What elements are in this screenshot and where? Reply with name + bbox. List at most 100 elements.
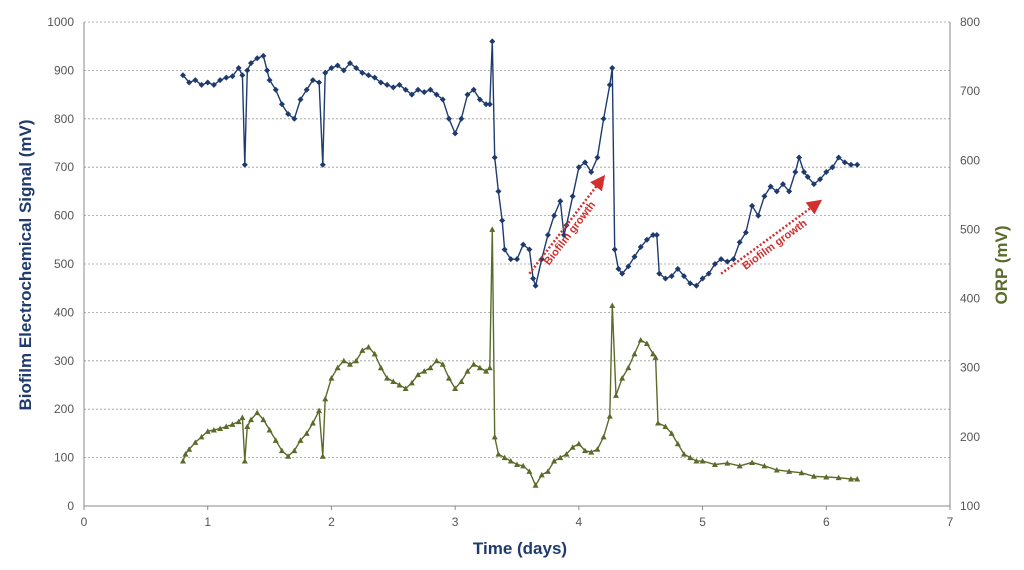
orp-point xyxy=(835,474,842,481)
orp-point xyxy=(699,458,706,464)
signal-point xyxy=(297,96,304,103)
signal-point xyxy=(244,67,251,74)
signal-point xyxy=(755,212,762,219)
x-tick-label: 2 xyxy=(328,515,335,529)
orp-point xyxy=(810,473,817,479)
growth-arrow xyxy=(720,199,823,275)
orp-point xyxy=(217,425,224,432)
y-left-tick-label: 200 xyxy=(54,402,74,416)
orp-point xyxy=(244,423,251,429)
orp-point xyxy=(569,444,576,450)
signal-point xyxy=(557,198,564,205)
signal-point xyxy=(433,91,440,98)
growth-arrow xyxy=(528,174,606,275)
orp-point xyxy=(223,423,230,429)
orp-point xyxy=(619,375,626,381)
signal-point xyxy=(650,231,657,238)
growth-annotation-label: Biofilm growth xyxy=(740,217,809,272)
orp-point xyxy=(761,462,768,469)
signal-point xyxy=(260,52,267,59)
y-left-tick-label: 100 xyxy=(54,451,74,465)
y-right-axis-title: ORP (mV) xyxy=(992,225,1011,304)
orp-point xyxy=(662,423,669,429)
y-right-tick-label: 800 xyxy=(960,15,980,29)
signal-point xyxy=(761,193,768,200)
orp-point xyxy=(278,447,285,454)
orp-point xyxy=(204,428,211,434)
signal-point xyxy=(229,73,236,80)
orp-point xyxy=(711,461,718,468)
signal-point xyxy=(285,110,292,117)
orp-point xyxy=(235,418,242,425)
signal-point xyxy=(611,246,618,253)
signal-point xyxy=(656,270,663,277)
orp-point xyxy=(652,354,659,360)
signal-point xyxy=(495,188,502,195)
gridlines xyxy=(84,21,950,459)
orp-series xyxy=(179,226,861,488)
orp-point xyxy=(526,468,533,474)
signal-point xyxy=(569,193,576,200)
orp-point xyxy=(328,375,335,381)
orp-point xyxy=(544,468,551,474)
orp-point xyxy=(371,350,378,357)
orp-point xyxy=(198,433,205,440)
signal-point xyxy=(396,81,403,88)
signal-point xyxy=(662,275,669,282)
orp-point xyxy=(575,440,582,447)
orp-point xyxy=(239,414,246,420)
orp-point xyxy=(609,302,616,308)
signal-point xyxy=(653,231,660,238)
signal-point xyxy=(526,246,533,253)
signal-point xyxy=(848,161,855,168)
x-axis-title: Time (days) xyxy=(473,539,567,558)
signal-point xyxy=(353,64,360,71)
orp-point xyxy=(427,364,434,371)
orp-point xyxy=(402,385,409,391)
signal-point xyxy=(278,101,285,108)
signal-point xyxy=(491,154,498,161)
signal-point xyxy=(693,282,700,289)
signal-point xyxy=(532,282,539,289)
x-tick-label: 5 xyxy=(699,515,706,529)
x-tick-label: 4 xyxy=(576,515,583,529)
orp-point xyxy=(254,409,261,416)
signal-point xyxy=(210,81,217,88)
signal-point xyxy=(439,96,446,103)
orp-point xyxy=(334,364,341,371)
orp-point xyxy=(491,433,498,440)
signal-point xyxy=(239,72,246,79)
signal-point xyxy=(408,91,415,98)
signal-point xyxy=(705,270,712,277)
orp-point xyxy=(340,357,347,364)
signal-point xyxy=(192,77,199,84)
signal-point xyxy=(724,258,731,265)
orp-point xyxy=(631,350,638,357)
orp-point xyxy=(650,350,657,357)
signal-point xyxy=(817,176,824,183)
orp-point xyxy=(606,413,613,419)
signal-point xyxy=(561,231,568,238)
y-right-tick-label: 200 xyxy=(960,430,980,444)
y-left-tick-label: 700 xyxy=(54,160,74,174)
orp-point xyxy=(266,426,273,433)
orp-point xyxy=(637,337,644,343)
signal-point xyxy=(421,89,428,96)
orp-point xyxy=(272,437,279,443)
orp-point xyxy=(489,226,496,232)
orp-point xyxy=(464,368,471,374)
orp-point xyxy=(248,416,255,423)
signal-point xyxy=(402,86,409,93)
orp-point xyxy=(693,458,700,464)
signal-point xyxy=(217,77,224,84)
orp-point xyxy=(501,454,508,461)
signal-point xyxy=(773,188,780,195)
signal-point xyxy=(582,159,589,166)
y-left-axis-title: Biofilm Electrochemical Signal (mV) xyxy=(16,120,35,411)
signal-point xyxy=(445,115,452,122)
orp-point xyxy=(514,461,520,468)
signal-point xyxy=(365,72,372,79)
y-right-tick-labels: 100 200 300 400 500 600 700 800 xyxy=(960,15,980,513)
orp-point xyxy=(538,471,545,478)
